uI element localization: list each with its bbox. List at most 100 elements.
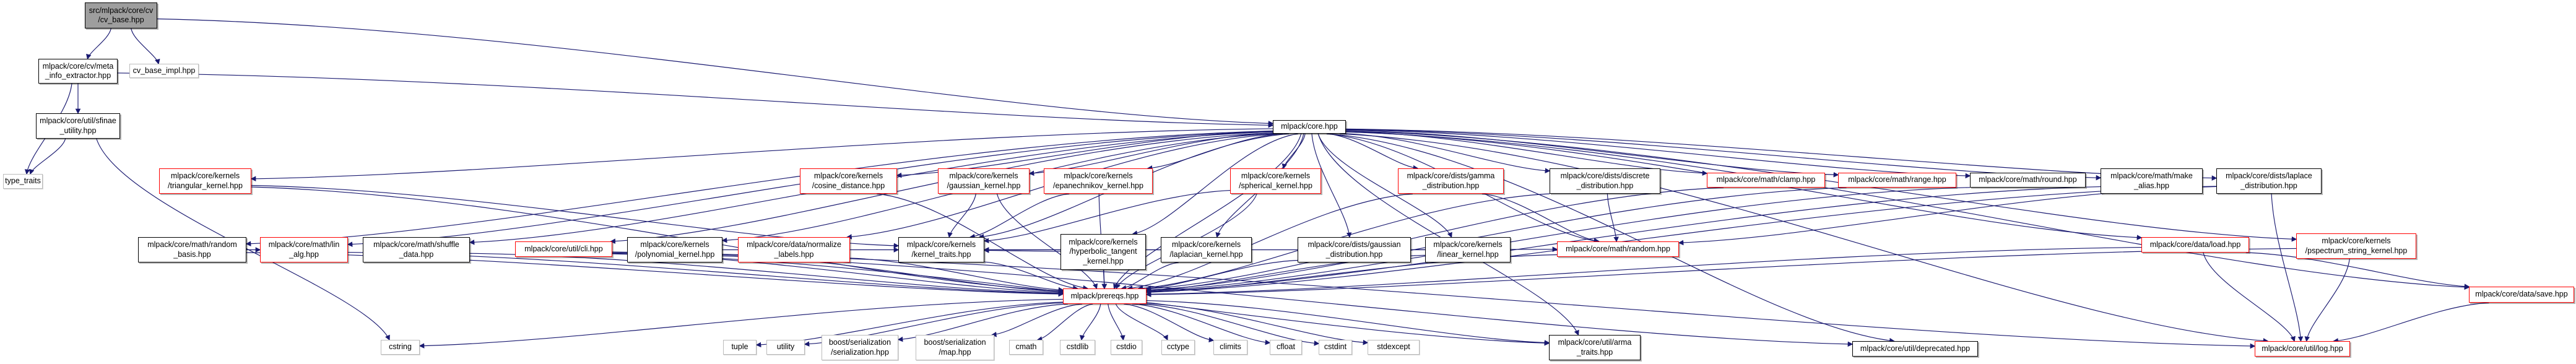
node-shuffle[interactable]: mlpack/core/math/shuffle _data.hpp bbox=[363, 237, 470, 262]
node-label: /spherical_kernel.hpp bbox=[1239, 181, 1312, 190]
edge-gamma_dist-to-random bbox=[1481, 193, 1600, 244]
edge-cv_base-to-cv_base_impl bbox=[131, 28, 160, 65]
node-save[interactable]: mlpack/core/data/save.hpp bbox=[2469, 287, 2574, 303]
node-sfinae[interactable]: mlpack/core/util/sfinae _utility.hpp bbox=[36, 113, 120, 139]
node-label: mlpack/core/math/lin bbox=[268, 240, 340, 249]
edge-prereqs-to-arma_traits bbox=[1146, 300, 1550, 345]
node-triangular[interactable]: mlpack/core/kernels/triangular_kernel.hp… bbox=[159, 168, 251, 194]
node-normalize[interactable]: mlpack/core/data/normalize _labels.hpp bbox=[738, 237, 850, 262]
node-stdexcept: stdexcept bbox=[1368, 340, 1420, 355]
node-label: mlpack/core.hpp bbox=[1281, 122, 1338, 131]
node-label: cv_base_impl.hpp bbox=[132, 66, 196, 75]
node-epanechnikov[interactable]: mlpack/core/kernels/epanechnikov_kernel.… bbox=[1044, 168, 1153, 194]
node-label: mlpack/core/kernels bbox=[813, 171, 883, 180]
edge-gaussian_dist-to-prereqs bbox=[1145, 259, 1298, 291]
edge-discrete_dist-to-random bbox=[1607, 193, 1619, 243]
node-label: _distribution.hpp bbox=[1325, 249, 1383, 259]
node-label: _distribution.hpp bbox=[2240, 181, 2297, 190]
node-label: utility bbox=[776, 342, 795, 352]
edge-prereqs-to-cstdio bbox=[1108, 303, 1125, 341]
node-label: mlpack/core/math/make bbox=[2110, 171, 2193, 180]
edge-laplacian_k-to-prereqs bbox=[1121, 262, 1179, 291]
edge-prereqs-to-cfloat bbox=[1132, 303, 1271, 345]
edge-hyperbolic-to-kernel_traits bbox=[983, 248, 1061, 253]
node-gamma_dist[interactable]: mlpack/core/dists/gamma _distribution.hpp bbox=[1398, 168, 1504, 194]
node-deprecated[interactable]: mlpack/core/util/deprecated.hpp bbox=[1852, 341, 1978, 357]
node-label: mlpack/core/kernels bbox=[2322, 236, 2391, 245]
node-lin_alg[interactable]: mlpack/core/math/lin _alg.hpp bbox=[260, 237, 348, 262]
edge-sfinae-to-type_traits bbox=[29, 138, 66, 175]
node-label: boost/serialization bbox=[828, 338, 891, 347]
node-label: _traits.hpp bbox=[1576, 347, 1613, 357]
edge-core-to-arma_traits bbox=[1317, 133, 1579, 336]
edge-prereqs-to-cmath bbox=[1036, 303, 1093, 342]
edge-gamma_dist-to-prereqs bbox=[1127, 193, 1413, 291]
node-arma_traits[interactable]: mlpack/core/util/arma _traits.hpp bbox=[1549, 335, 1641, 360]
edge-load-to-log bbox=[2203, 252, 2296, 342]
node-label: cmath bbox=[1015, 342, 1037, 352]
node-pspectrum[interactable]: mlpack/core/kernels/pspectrum_string_ker… bbox=[2296, 233, 2416, 259]
node-kernel_traits[interactable]: mlpack/core/kernels/kernel_traits.hpp bbox=[898, 237, 984, 262]
node-label: /linear_kernel.hpp bbox=[1437, 249, 1499, 259]
node-cstdlib: cstdlib bbox=[1060, 340, 1095, 355]
node-cstdio: cstdio bbox=[1111, 340, 1142, 355]
node-label: _basis.hpp bbox=[173, 249, 211, 259]
node-cstring: cstring bbox=[381, 340, 420, 355]
edge-core-to-random_basis bbox=[245, 130, 1273, 246]
node-prereqs[interactable]: mlpack/prereqs.hpp bbox=[1063, 288, 1147, 304]
edge-core-to-gaussian_k bbox=[1028, 132, 1273, 176]
node-label: _distribution.hpp bbox=[1576, 181, 1634, 190]
node-cosine[interactable]: mlpack/core/kernels/cosine_distance.hpp bbox=[800, 168, 897, 194]
node-label: mlpack/core/math/round.hpp bbox=[1979, 175, 2077, 184]
node-random[interactable]: mlpack/core/math/random.hpp bbox=[1557, 241, 1679, 257]
node-gaussian_dist[interactable]: mlpack/core/dists/gaussian _distribution.… bbox=[1298, 237, 1411, 262]
node-label: mlpack/core/dists/discrete bbox=[1560, 171, 1650, 180]
edge-prereqs-to-cstring bbox=[418, 298, 1064, 349]
node-cli[interactable]: mlpack/core/util/cli.hpp bbox=[515, 241, 612, 257]
edge-core-to-clamp bbox=[1345, 131, 1708, 176]
node-range[interactable]: mlpack/core/math/range.hpp bbox=[1838, 173, 1956, 188]
node-polynomial[interactable]: mlpack/core/kernels/polynomial_kernel.hp… bbox=[627, 237, 722, 262]
edge-prereqs-to-cstdlib bbox=[1079, 303, 1101, 341]
node-label: boost/serialization bbox=[924, 338, 986, 347]
node-load[interactable]: mlpack/core/data/load.hpp bbox=[2141, 237, 2249, 253]
node-cv_base[interactable]: src/mlpack/core/cv/cv_base.hpp bbox=[85, 2, 157, 28]
node-spherical[interactable]: mlpack/core/kernels/spherical_kernel.hpp bbox=[1230, 168, 1321, 194]
node-label: mlpack/core/cv/meta bbox=[42, 61, 114, 71]
edge-core-to-lin_alg bbox=[347, 131, 1273, 247]
node-boost_ser: boost/serialization/serialization.hpp bbox=[822, 335, 898, 360]
node-label: mlpack/core/util/sfinae bbox=[40, 116, 116, 125]
node-laplace_dist[interactable]: mlpack/core/dists/laplace _distribution.h… bbox=[2216, 168, 2322, 194]
node-type_traits: type_traits bbox=[3, 174, 43, 189]
node-round[interactable]: mlpack/core/math/round.hpp bbox=[1970, 173, 2086, 188]
node-random_basis[interactable]: mlpack/core/math/random _basis.hpp bbox=[138, 237, 246, 262]
node-gaussian_k[interactable]: mlpack/core/kernels/gaussian_kernel.hpp bbox=[938, 168, 1030, 194]
node-discrete_dist[interactable]: mlpack/core/dists/discrete _distribution.… bbox=[1550, 168, 1660, 194]
node-label: stdexcept bbox=[1377, 342, 1410, 352]
edge-prereqs-to-boost_map bbox=[991, 303, 1083, 337]
edge-core-to-range bbox=[1345, 129, 1839, 178]
node-make_alias[interactable]: mlpack/core/math/make _alias.hpp bbox=[2101, 168, 2203, 194]
edge-cosine-to-prereqs bbox=[877, 193, 1088, 291]
edge-load-to-save bbox=[2245, 252, 2470, 289]
node-label: _labels.hpp bbox=[774, 249, 814, 259]
node-log[interactable]: mlpack/core/util/log.hpp bbox=[2255, 341, 2350, 357]
node-label: tuple bbox=[731, 342, 748, 352]
node-hyperbolic[interactable]: mlpack/core/kernels/hyperbolic_tangent _k… bbox=[1060, 234, 1146, 270]
node-clamp[interactable]: mlpack/core/math/clamp.hpp bbox=[1707, 173, 1825, 188]
edge-core-to-linear_k bbox=[1317, 133, 1452, 238]
node-label: _distribution.hpp bbox=[1422, 181, 1480, 190]
node-meta_info[interactable]: mlpack/core/cv/meta _info_extractor.hpp bbox=[38, 59, 118, 84]
node-label: /map.hpp bbox=[939, 347, 971, 357]
edge-spherical-to-kernel_traits bbox=[983, 190, 1231, 244]
node-label: mlpack/core/kernels bbox=[1171, 240, 1241, 249]
edge-core-to-hyperbolic bbox=[1132, 133, 1298, 236]
node-core[interactable]: mlpack/core.hpp bbox=[1273, 120, 1346, 134]
edge-pspectrum-to-log bbox=[2304, 258, 2350, 342]
node-label: mlpack/core/util/deprecated.hpp bbox=[1860, 344, 1971, 353]
node-label: _data.hpp bbox=[399, 249, 434, 259]
node-linear_k[interactable]: mlpack/core/kernels/linear_kernel.hpp bbox=[1425, 237, 1511, 262]
node-laplacian_k[interactable]: mlpack/core/kernels/laplacian_kernel.hpp bbox=[1161, 237, 1252, 262]
node-label: _info_extractor.hpp bbox=[45, 71, 111, 80]
